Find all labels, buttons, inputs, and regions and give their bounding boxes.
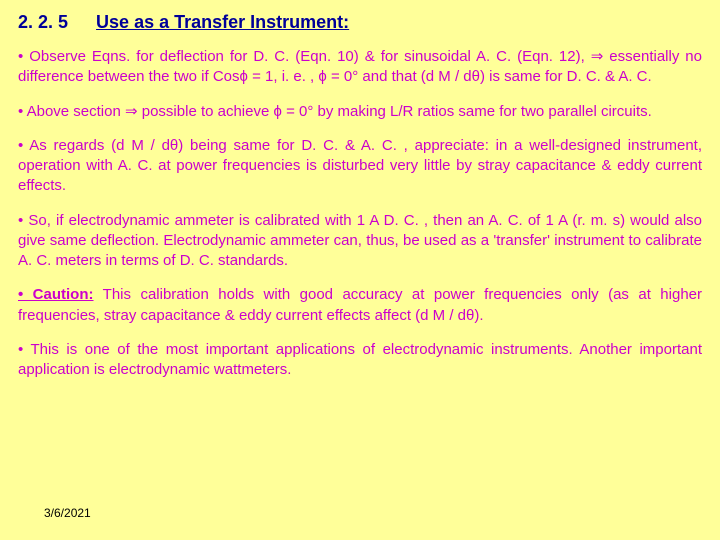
implies-symbol: ⇒ xyxy=(125,103,138,120)
slide-container: 2. 2. 5 Use as a Transfer Instrument: • … xyxy=(0,0,720,540)
p2-part-a: • Above section xyxy=(18,103,125,120)
p1-part-c: = 1, i. e. , xyxy=(248,68,318,85)
phi-symbol: ϕ xyxy=(274,103,282,120)
slide-date: 3/6/2021 xyxy=(44,506,91,520)
paragraph-2: • Above section ⇒ possible to achieve ϕ … xyxy=(18,102,702,122)
paragraph-4: • So, if electrodynamic ammeter is calib… xyxy=(18,211,702,272)
implies-symbol: ⇒ xyxy=(591,48,604,65)
section-number: 2. 2. 5 xyxy=(18,12,68,33)
p5-body: This calibration holds with good accurac… xyxy=(18,286,702,323)
heading-title: Use as a Transfer Instrument: xyxy=(96,12,349,33)
p2-part-c: = 0° by making L/R ratios same for two p… xyxy=(282,103,652,120)
phi-symbol: ϕ xyxy=(240,68,248,85)
paragraph-5: • Caution: This calibration holds with g… xyxy=(18,285,702,326)
paragraph-6: • This is one of the most important appl… xyxy=(18,340,702,381)
phi-symbol: ϕ xyxy=(318,68,326,85)
paragraph-1: • Observe Eqns. for deflection for D. C.… xyxy=(18,47,702,88)
caution-label: • Caution: xyxy=(18,286,94,303)
paragraph-3: • As regards (d M / dθ) being same for D… xyxy=(18,136,702,197)
p2-part-b: possible to achieve xyxy=(138,103,274,120)
p1-part-d: = 0° and that (d M / dθ) is same for D. … xyxy=(327,68,652,85)
p1-part-a: • Observe Eqns. for deflection for D. C.… xyxy=(18,48,591,65)
heading-row: 2. 2. 5 Use as a Transfer Instrument: xyxy=(18,12,702,33)
